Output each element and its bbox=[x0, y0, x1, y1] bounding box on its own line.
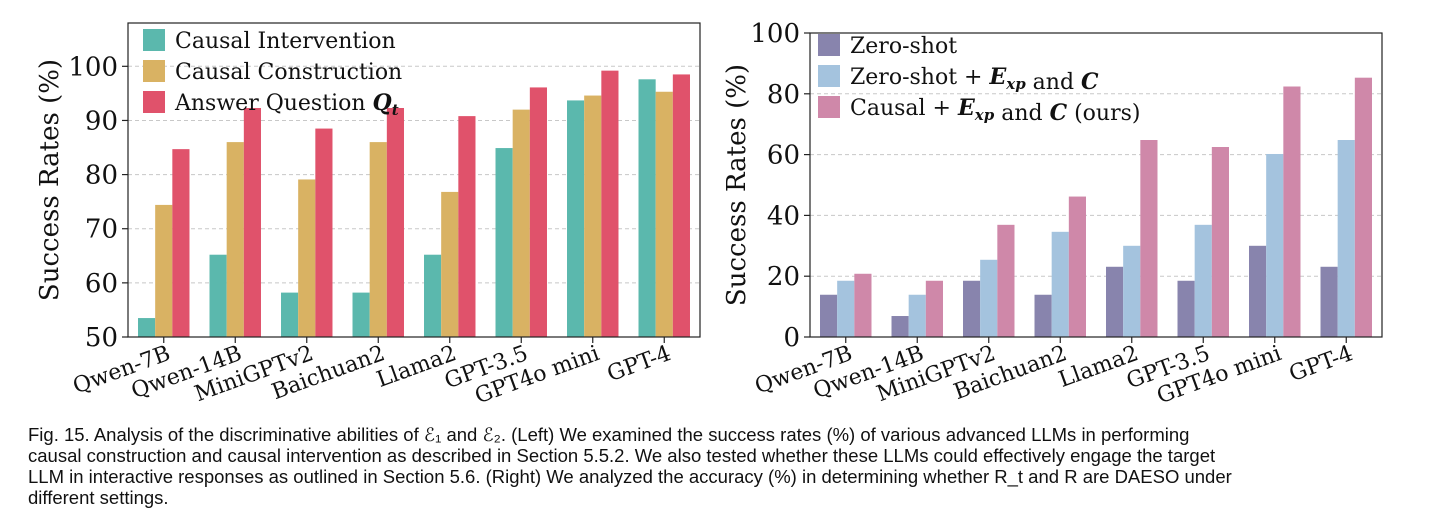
bar bbox=[891, 316, 909, 337]
bar bbox=[601, 70, 619, 337]
bar bbox=[1320, 266, 1338, 337]
bar bbox=[209, 254, 227, 337]
bar bbox=[567, 100, 585, 338]
bar bbox=[1140, 140, 1158, 337]
legend-label: Causal + Exp and C (ours) bbox=[850, 95, 1140, 126]
bar bbox=[837, 280, 855, 337]
bar bbox=[1354, 77, 1372, 338]
bar bbox=[1283, 86, 1301, 337]
bar bbox=[386, 107, 404, 337]
bar bbox=[997, 224, 1015, 337]
bar bbox=[1106, 266, 1124, 337]
bar bbox=[1337, 140, 1355, 337]
bar bbox=[1123, 245, 1141, 337]
bar bbox=[1194, 224, 1212, 337]
legend-swatch bbox=[143, 29, 165, 51]
legend-label: Answer Question Qt bbox=[174, 90, 399, 119]
legend-swatch bbox=[143, 91, 165, 113]
y-tick-label: 100 bbox=[750, 19, 800, 49]
x-tick-label: GPT-4 bbox=[604, 341, 674, 387]
bar bbox=[820, 294, 838, 337]
bar bbox=[963, 280, 981, 337]
bar bbox=[584, 95, 602, 337]
bar bbox=[672, 74, 690, 338]
bar bbox=[458, 116, 476, 337]
y-tick-label: 40 bbox=[767, 201, 800, 231]
y-axis-label: Success Rates (%) bbox=[722, 64, 752, 306]
y-axis-label: Success Rates (%) bbox=[35, 59, 65, 301]
bar bbox=[980, 259, 998, 337]
bar bbox=[243, 107, 261, 337]
bar bbox=[655, 91, 673, 337]
y-tick-label: 60 bbox=[85, 269, 118, 299]
y-tick-label: 50 bbox=[85, 323, 118, 353]
plot-frame bbox=[809, 32, 1383, 338]
bar bbox=[226, 142, 244, 337]
caption-line-3: LLM in interactive responses as outlined… bbox=[28, 466, 1232, 487]
bar bbox=[1051, 231, 1069, 337]
legend-swatch bbox=[143, 60, 165, 82]
y-tick-label: 20 bbox=[767, 262, 800, 292]
bar bbox=[1266, 153, 1284, 337]
legend-swatch bbox=[818, 65, 840, 87]
figure: 5060708090100Qwen-7BQwen-14BMiniGPTv2Bai… bbox=[35, 19, 1383, 409]
bar bbox=[281, 292, 299, 337]
bar bbox=[495, 148, 513, 337]
bar bbox=[925, 280, 943, 337]
x-tick-label: GPT-4 bbox=[1286, 341, 1356, 387]
bar bbox=[369, 142, 387, 337]
y-tick-label: 0 bbox=[783, 323, 800, 353]
bar bbox=[1249, 245, 1267, 337]
bar bbox=[352, 292, 370, 337]
right-chart: 020406080100Qwen-7BQwen-14BMiniGPTv2Baic… bbox=[722, 19, 1383, 409]
legend-swatch bbox=[818, 96, 840, 118]
bar bbox=[908, 294, 926, 337]
y-tick-label: 80 bbox=[767, 80, 800, 110]
bar bbox=[441, 191, 459, 337]
left-chart: 5060708090100Qwen-7BQwen-14BMiniGPTv2Bai… bbox=[35, 22, 701, 409]
bar bbox=[512, 109, 530, 337]
bar bbox=[1211, 147, 1229, 337]
bar bbox=[529, 87, 547, 338]
bar bbox=[854, 273, 872, 337]
bar bbox=[1177, 280, 1195, 337]
y-tick-label: 80 bbox=[85, 161, 118, 191]
bar bbox=[172, 149, 190, 337]
legend-swatch bbox=[818, 34, 840, 56]
plot-frame bbox=[127, 22, 701, 338]
y-tick-label: 70 bbox=[85, 215, 118, 245]
legend-label: Causal Construction bbox=[175, 60, 402, 85]
caption-line-1: Fig. 15. Analysis of the discriminative … bbox=[28, 424, 1190, 445]
bar bbox=[1034, 294, 1052, 337]
caption-line-2: causal construction and causal intervent… bbox=[28, 445, 1216, 466]
bar bbox=[138, 318, 156, 337]
figure-caption: Fig. 15. Analysis of the discriminative … bbox=[28, 424, 1418, 508]
legend-label: Causal Intervention bbox=[175, 29, 396, 54]
y-tick-label: 100 bbox=[68, 52, 118, 82]
legend-label: Zero-shot + Exp and C bbox=[850, 64, 1099, 95]
bar bbox=[155, 204, 173, 337]
bar bbox=[424, 254, 442, 337]
bar bbox=[315, 128, 333, 337]
bar bbox=[298, 179, 316, 337]
bar bbox=[1068, 196, 1086, 337]
caption-line-4: different settings. bbox=[28, 487, 169, 508]
legend-label: Zero-shot bbox=[850, 34, 957, 59]
y-tick-label: 60 bbox=[767, 141, 800, 171]
bar bbox=[638, 79, 656, 337]
y-tick-label: 90 bbox=[85, 106, 118, 136]
